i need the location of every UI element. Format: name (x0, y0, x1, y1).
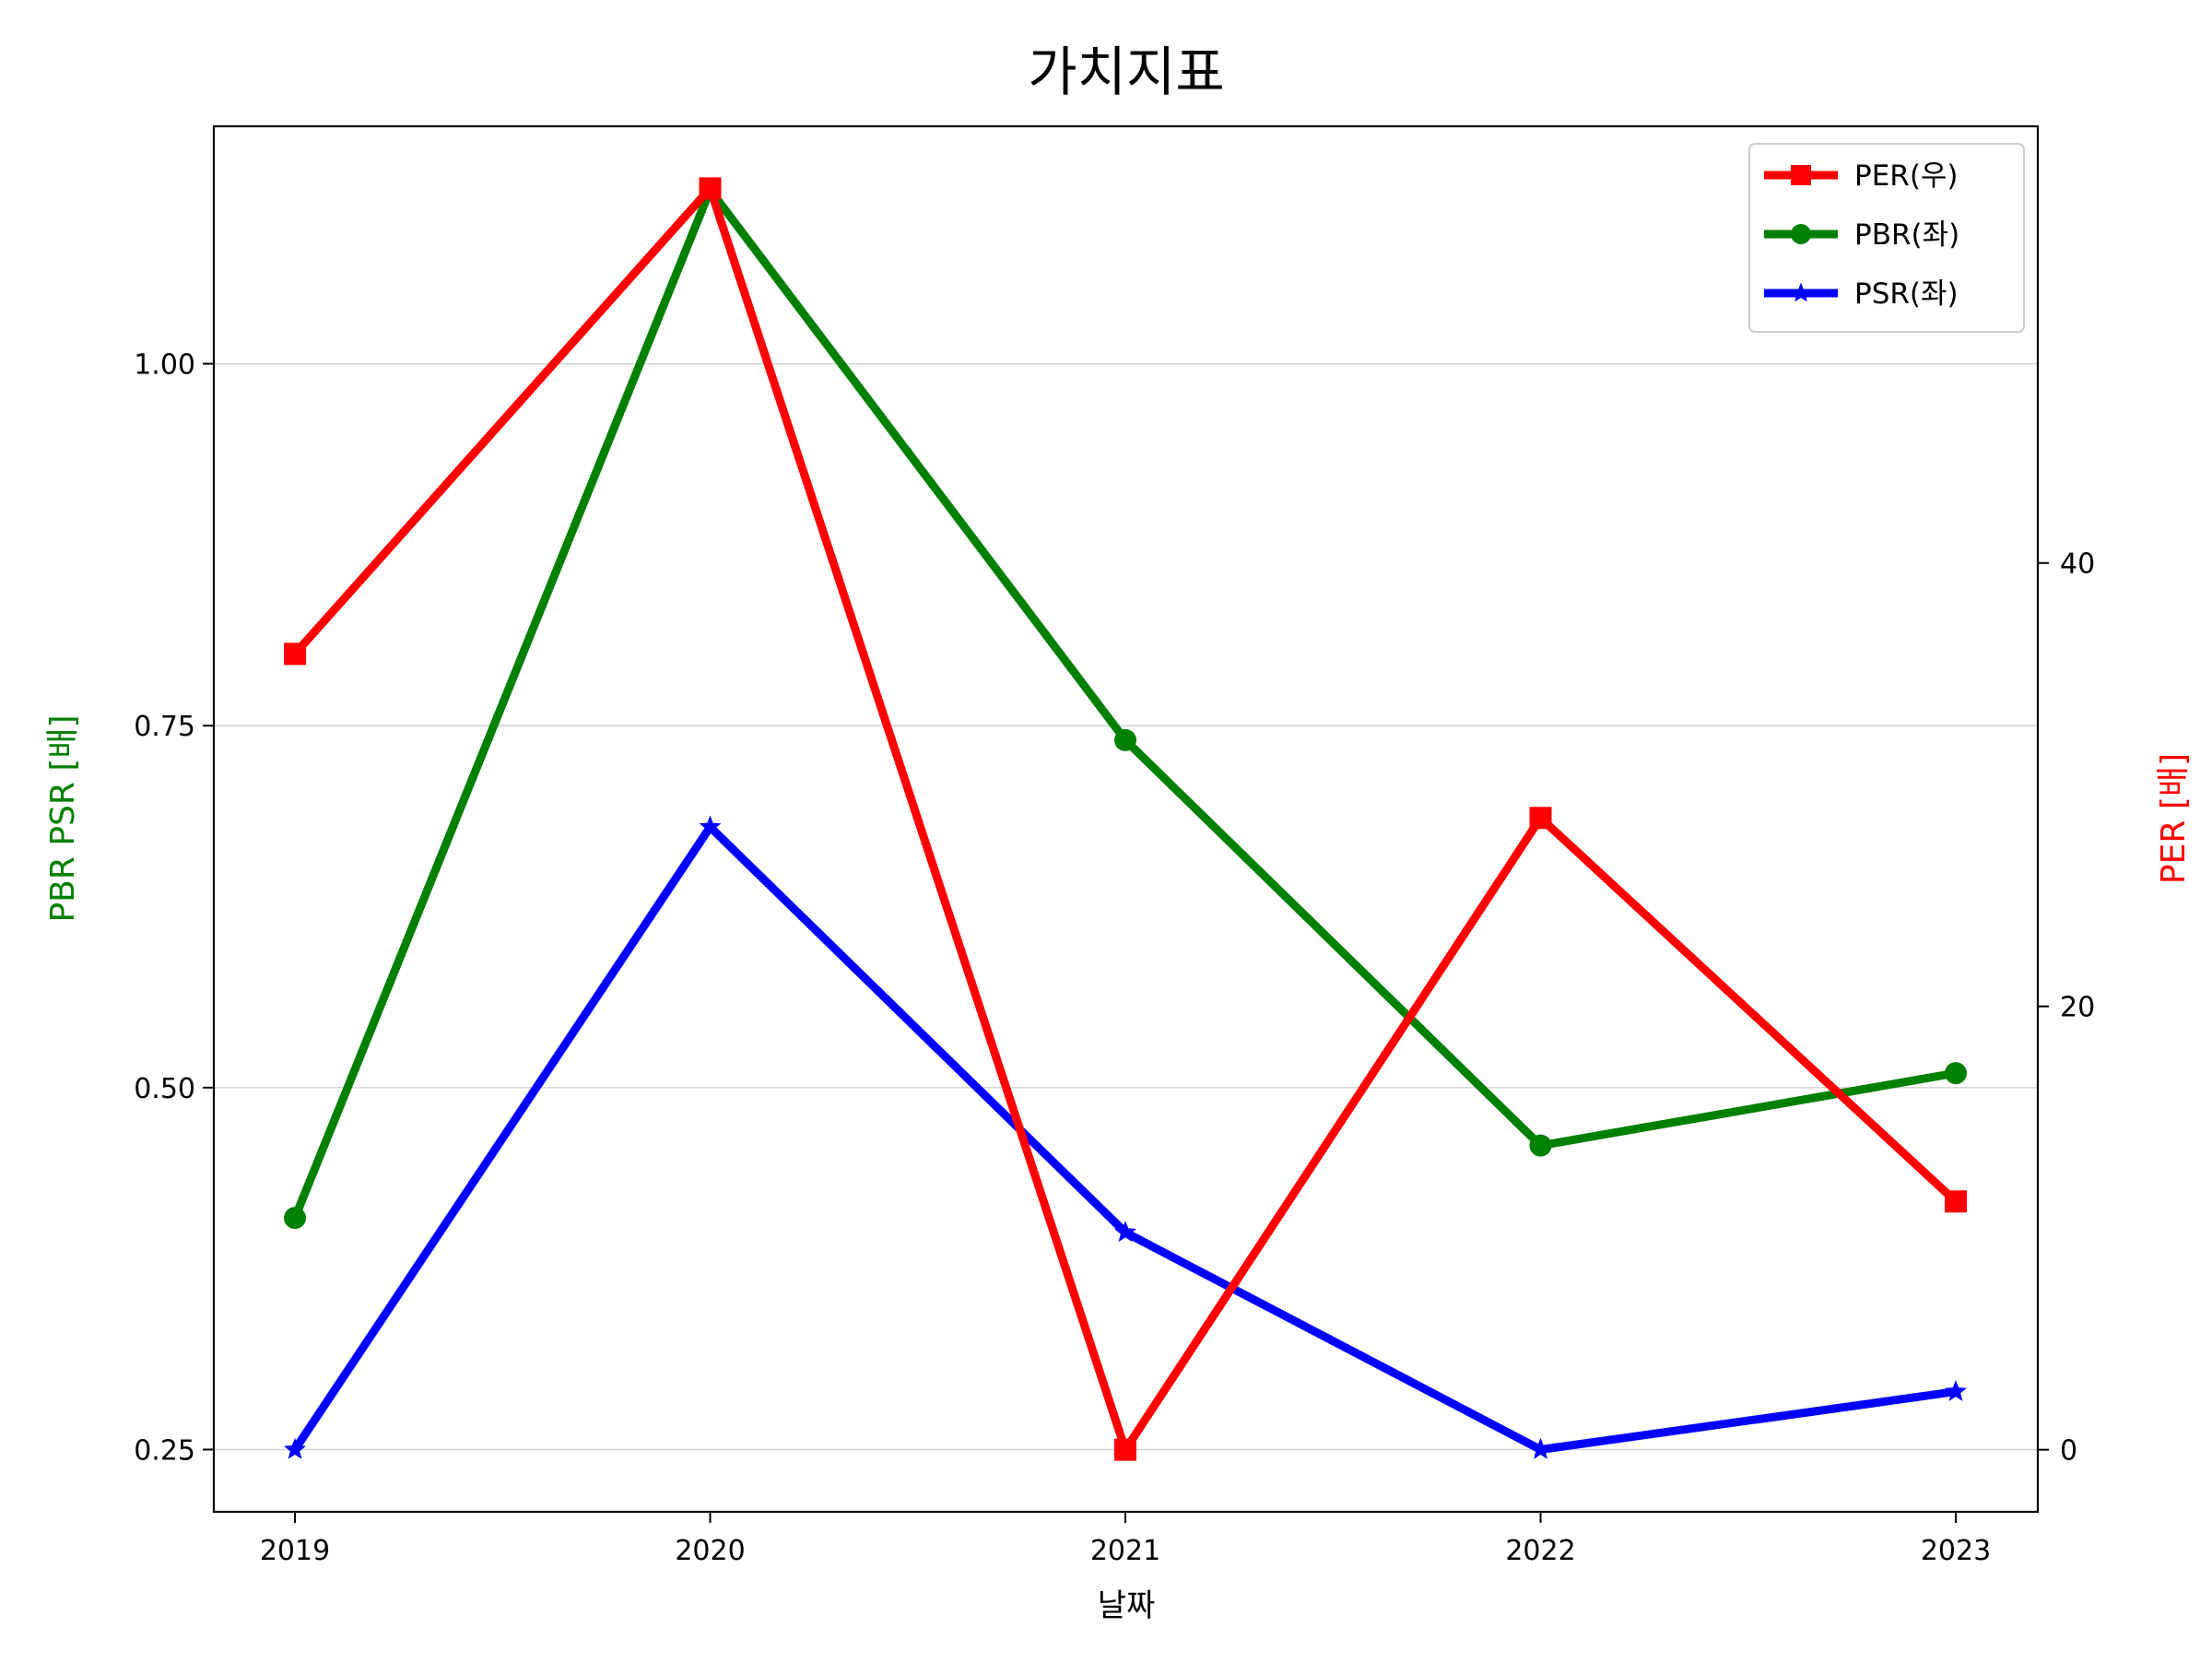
y-left-tick-label: 0.75 (134, 711, 195, 743)
legend-label: PER(우) (1854, 159, 1959, 193)
x-tick-label: 2020 (675, 1535, 745, 1567)
marker-square (1791, 165, 1811, 185)
marker-star (284, 1437, 306, 1459)
legend-box (1748, 143, 2025, 333)
legend: PER(우) PBR(좌) PSR(좌) (1748, 143, 2025, 333)
marker-square (1114, 1438, 1136, 1461)
gridlines (214, 362, 2038, 1451)
marker-circle (1945, 1062, 1967, 1085)
legend-item: PER(우) (1764, 159, 1959, 193)
marker-star (1529, 1437, 1552, 1459)
y-left-axis-title: PBR PSR [배] (44, 714, 82, 922)
y-right-tick-label: 40 (2060, 548, 2095, 581)
axes: 0.25 0.50 0.75 1.00 0 20 40 2019 2020 2021 2022 202… (134, 349, 2095, 1567)
x-axis-title: 날짜 (1098, 1587, 1156, 1624)
y-left-tick-label: 1.00 (134, 349, 195, 382)
marker-circle (284, 1207, 306, 1230)
y-right-tick-label: 20 (2060, 992, 2095, 1024)
x-tick-label: 2023 (1921, 1535, 1991, 1567)
series-square (284, 177, 1967, 1461)
marker-square (1529, 807, 1552, 830)
marker-star (699, 815, 722, 837)
marker-square (284, 643, 306, 666)
x-tick-label: 2021 (1090, 1535, 1160, 1567)
marker-circle (1529, 1134, 1552, 1157)
marker-star (1114, 1221, 1136, 1243)
y-left-tick-label: 0.25 (134, 1434, 195, 1467)
marker-star (1945, 1380, 1967, 1401)
marker-square (1945, 1190, 1967, 1213)
marker-circle (1791, 224, 1811, 244)
y-left-tick-label: 0.50 (134, 1073, 195, 1105)
marker-star (1791, 282, 1811, 302)
y-right-axis-title: PER [배] (2155, 753, 2193, 884)
marker-circle (1114, 728, 1136, 751)
legend-label: PBR(좌) (1854, 218, 1959, 252)
legend-item: PBR(좌) (1764, 218, 1959, 252)
x-tick-label: 2019 (260, 1535, 330, 1567)
x-tick-label: 2022 (1505, 1535, 1575, 1567)
series-layer (284, 177, 1967, 1461)
y-right-tick-label: 0 (2060, 1435, 2077, 1468)
legend-item: PSR(좌) (1764, 277, 1959, 311)
series-star (284, 815, 1967, 1459)
chart-title: 가치지표 (1028, 41, 1224, 103)
legend-label: PSR(좌) (1854, 277, 1959, 311)
marker-square (699, 177, 722, 200)
